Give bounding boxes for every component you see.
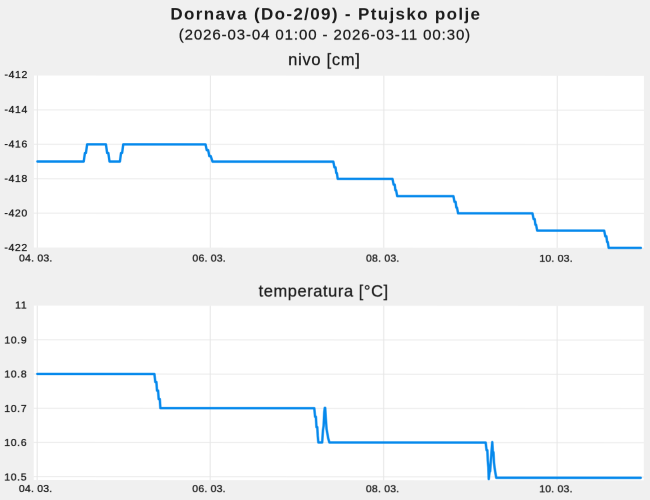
svg-text:10.6: 10.6: [4, 437, 27, 449]
svg-text:08. 03.: 08. 03.: [366, 483, 400, 495]
svg-text:10. 03.: 10. 03.: [539, 483, 573, 495]
svg-text:04. 03.: 04. 03.: [19, 252, 53, 264]
svg-text:-422: -422: [4, 242, 27, 254]
svg-text:10.9: 10.9: [4, 335, 27, 347]
svg-text:-412: -412: [4, 69, 27, 81]
svg-text:(2026-03-04 01:00 - 2026-03-11: (2026-03-04 01:00 - 2026-03-11 00:30): [179, 27, 471, 44]
svg-text:-414: -414: [4, 104, 27, 116]
svg-text:10.7: 10.7: [4, 403, 27, 415]
svg-text:11: 11: [15, 300, 27, 312]
svg-text:temperatura [°C]: temperatura [°C]: [259, 283, 389, 301]
svg-text:-416: -416: [4, 139, 27, 151]
svg-text:10.5: 10.5: [4, 472, 27, 484]
svg-text:04. 03.: 04. 03.: [19, 483, 53, 495]
svg-text:10. 03.: 10. 03.: [539, 253, 573, 265]
svg-text:08. 03.: 08. 03.: [366, 253, 400, 265]
svg-text:06. 03.: 06. 03.: [192, 483, 226, 495]
svg-text:06. 03.: 06. 03.: [192, 253, 226, 265]
svg-text:10.8: 10.8: [4, 369, 27, 381]
svg-text:nivo [cm]: nivo [cm]: [288, 51, 360, 69]
svg-text:Dornava (Do-2/09) - Ptujsko po: Dornava (Do-2/09) - Ptujsko polje: [170, 4, 481, 23]
svg-text:-418: -418: [4, 173, 27, 185]
svg-text:-420: -420: [4, 207, 27, 219]
